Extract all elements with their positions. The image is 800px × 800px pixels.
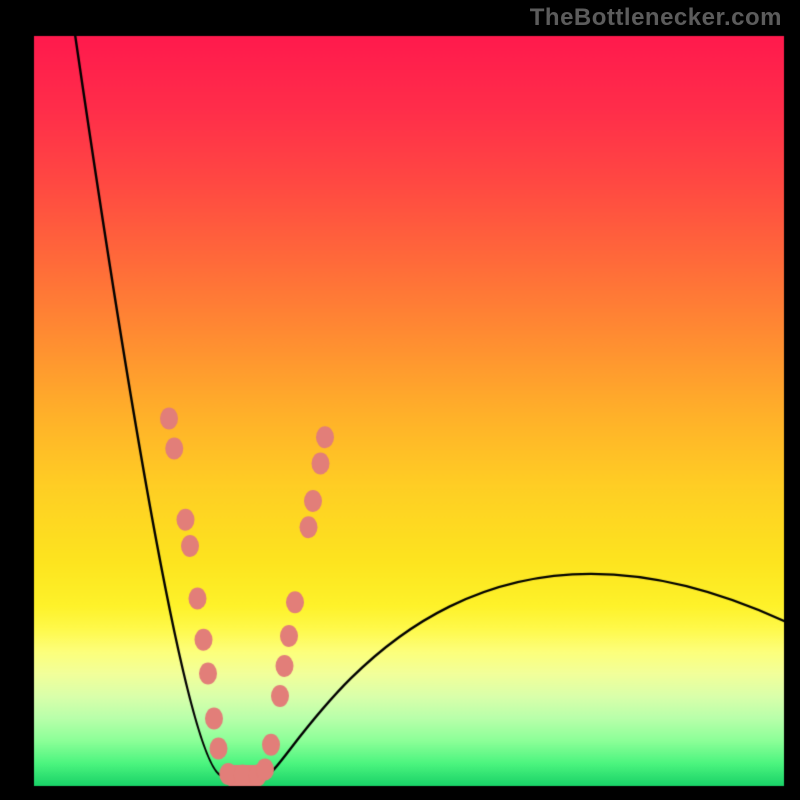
chart-frame: TheBottlenecker.com — [0, 0, 800, 800]
bottleneck-chart-canvas — [0, 0, 800, 800]
watermark-text: TheBottlenecker.com — [530, 4, 782, 32]
